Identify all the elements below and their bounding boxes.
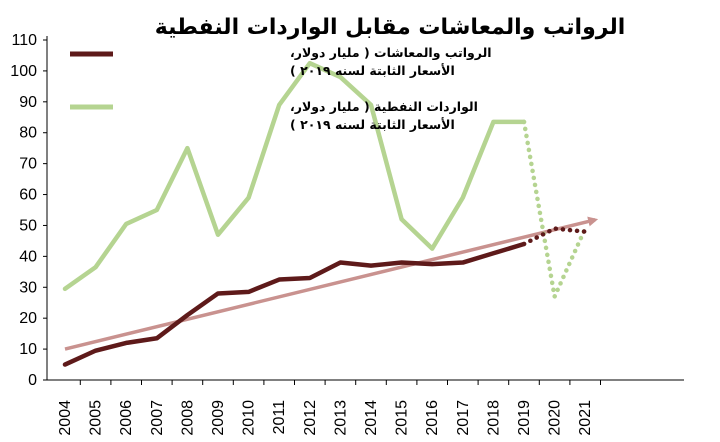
y-tick-label: 40 <box>19 248 37 265</box>
y-tick-label: 80 <box>19 125 37 142</box>
x-tick-label: 2018 <box>485 400 502 436</box>
y-tick-label: 20 <box>19 310 37 327</box>
y-tick-label: 0 <box>28 372 37 389</box>
axes: 0 10 20 30 40 50 60 70 80 90 100 110 2004 2005 2006 200… <box>10 32 684 436</box>
legend-label: الرواتب والمعاشات ( مليار دولار، <box>290 45 492 60</box>
x-tick-label: 2010 <box>241 400 258 436</box>
x-tick-label: 2012 <box>302 400 319 436</box>
trend-line-group <box>64 216 599 351</box>
x-tick-label: 2013 <box>332 400 349 436</box>
x-tick-label: 2014 <box>363 400 380 436</box>
x-tick-label: 2009 <box>210 400 227 436</box>
y-tick-label: 70 <box>19 156 37 173</box>
x-tick-label: 2005 <box>88 400 105 436</box>
x-tick-label: 2008 <box>179 400 196 436</box>
y-tick-label: 110 <box>11 32 37 49</box>
x-tick-label: 2011 <box>271 400 288 435</box>
x-tick-label: 2006 <box>118 400 135 436</box>
y-tick-label: 30 <box>19 279 37 296</box>
y-tick-label: 60 <box>19 187 37 204</box>
trend-line <box>64 216 599 351</box>
x-tick-label: 2017 <box>455 400 472 436</box>
x-tick-label: 2019 <box>516 400 533 436</box>
legend-label: الأسعار الثابتة لسنه ٢٠١٩ ) <box>290 63 455 78</box>
series-group <box>62 60 588 367</box>
y-tick-label: 10 <box>19 341 37 358</box>
x-tick-label: 2020 <box>547 400 564 436</box>
series-line-1 <box>62 60 527 292</box>
legend-label: الواردات النفطية ( مليار دولار، <box>290 99 478 114</box>
y-tick-label: 90 <box>19 94 37 111</box>
x-tick-label: 2016 <box>424 400 441 436</box>
chart-title: الرواتب والمعاشات مقابل الواردات النفطية <box>155 15 626 40</box>
x-tick-label: 2021 <box>577 400 594 436</box>
series-projection-1 <box>521 119 588 299</box>
x-tick-label: 2004 <box>57 400 74 436</box>
y-tick-label: 100 <box>10 63 37 80</box>
legend-label: الأسعار الثابتة لسنه ٢٠١٩ ) <box>290 117 455 132</box>
y-tick-label: 50 <box>19 217 37 234</box>
series-line-0 <box>62 241 527 367</box>
legend: الرواتب والمعاشات ( مليار دولار، الأسعار … <box>70 45 492 132</box>
x-tick-label: 2007 <box>149 400 166 436</box>
x-tick-label: 2015 <box>394 400 411 436</box>
